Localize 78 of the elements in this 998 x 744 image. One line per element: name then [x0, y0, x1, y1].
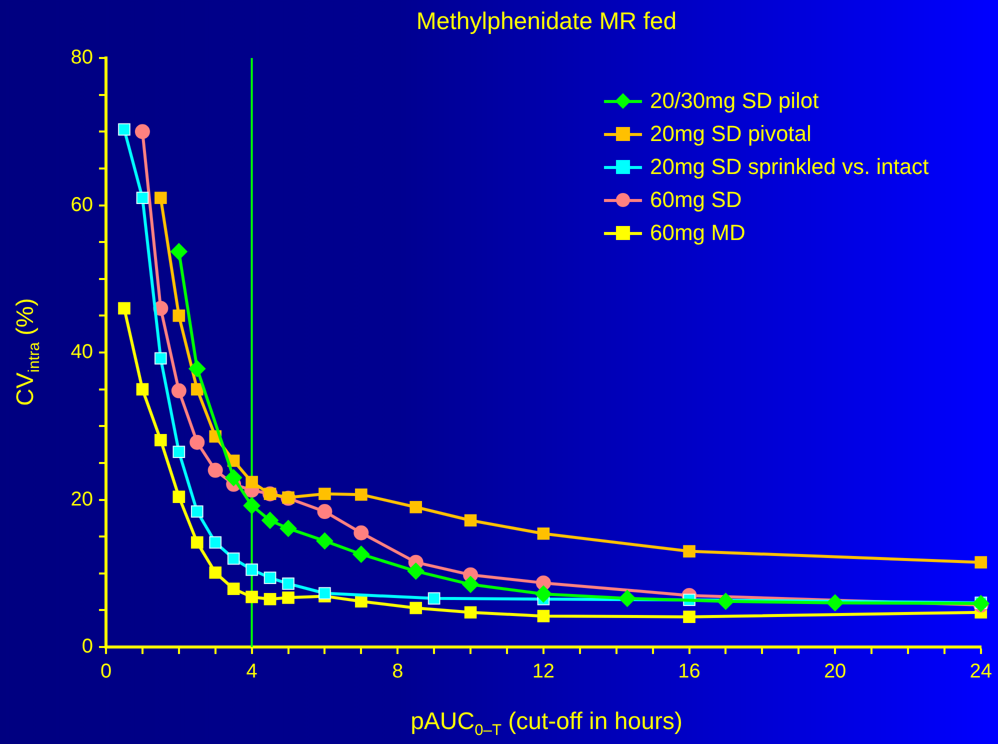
point: [243, 497, 260, 514]
point: [208, 462, 223, 478]
point: [134, 124, 150, 140]
point: [717, 592, 734, 610]
point: [246, 564, 258, 576]
point: [354, 525, 369, 540]
y-tick-label: 80: [70, 46, 93, 69]
point: [534, 585, 552, 602]
y-tick-label: 0: [82, 636, 93, 658]
legend-label: 20mg SD sprinkled vs. intact: [650, 154, 929, 180]
point: [190, 434, 205, 450]
point: [209, 536, 222, 549]
point: [118, 302, 130, 314]
point: [172, 490, 186, 503]
y-tick-label: 40: [70, 341, 93, 364]
point: [262, 512, 279, 529]
legend-label: 20/30mg SD pilot: [650, 88, 819, 114]
point: [464, 514, 477, 527]
point: [407, 562, 424, 580]
point: [618, 590, 636, 607]
point: [318, 488, 331, 500]
point: [264, 592, 276, 606]
x-tick-label: 0: [100, 660, 112, 683]
x-tick-label: 8: [392, 660, 404, 683]
chart-title: Methylphenidate MR fed: [415, 8, 678, 36]
x-tick-label: 24: [970, 660, 992, 683]
point: [318, 587, 331, 600]
point: [154, 434, 167, 446]
x-tick-label: 4: [246, 660, 258, 683]
point: [355, 488, 368, 501]
point: [537, 527, 550, 540]
point: [170, 243, 188, 260]
point: [171, 383, 186, 398]
point: [264, 572, 276, 584]
point: [826, 594, 844, 612]
point: [537, 610, 550, 622]
point: [683, 610, 696, 623]
point: [154, 192, 167, 204]
point: [136, 192, 149, 204]
point: [355, 595, 368, 608]
point: [282, 592, 294, 604]
point: [317, 504, 332, 520]
legend-label: 60mg MD: [650, 220, 746, 246]
point: [246, 476, 258, 488]
point: [154, 352, 167, 365]
point: [190, 383, 204, 396]
point: [227, 582, 240, 595]
point: [972, 595, 990, 612]
legend-label: 20mg SD pivotal: [650, 120, 812, 146]
point: [428, 592, 440, 605]
point: [172, 310, 186, 322]
point: [464, 606, 477, 619]
point: [974, 556, 988, 568]
point: [316, 532, 334, 550]
point: [282, 578, 294, 590]
point: [225, 469, 242, 486]
x-tick-label: 12: [532, 660, 555, 683]
point: [118, 123, 130, 136]
point: [683, 545, 696, 558]
point: [410, 500, 422, 514]
x-axis-title: pAUC$_{0–T}$ (cut-off in hours): [410, 708, 684, 740]
point: [209, 566, 222, 579]
point: [462, 576, 480, 593]
y-tick-label: 60: [70, 194, 93, 216]
x-tick-label: 20: [824, 660, 846, 683]
y-tick-label: 20: [70, 488, 93, 510]
point: [280, 520, 297, 537]
point: [172, 446, 186, 458]
x-tick-label: 16: [678, 660, 700, 683]
point: [410, 602, 422, 614]
point: [352, 546, 370, 563]
point: [227, 552, 240, 565]
legend-label: 60mg SD: [650, 186, 742, 212]
point: [188, 360, 206, 378]
point: [136, 383, 149, 396]
point: [190, 536, 204, 549]
point: [246, 590, 258, 604]
point: [190, 505, 204, 518]
